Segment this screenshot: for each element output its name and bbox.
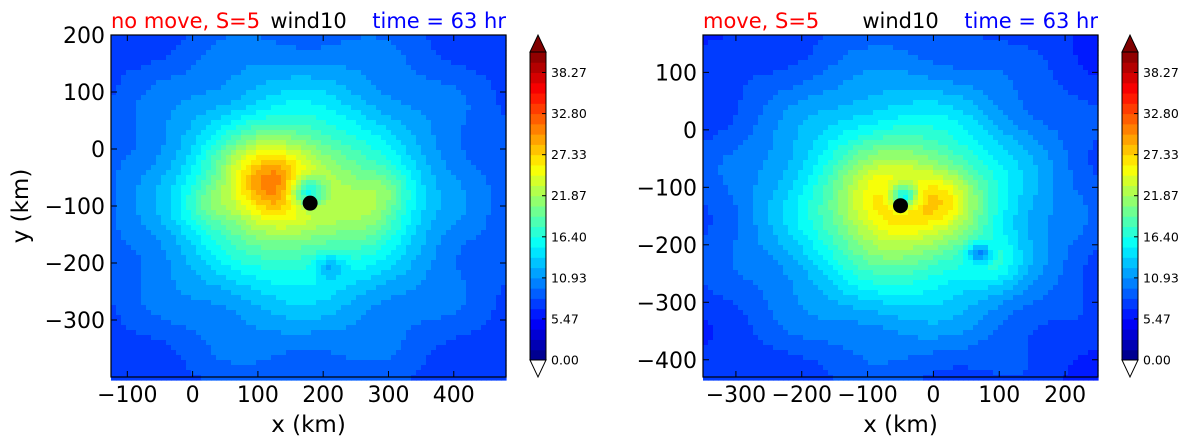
- panel1-xtick-label: 400: [433, 383, 475, 408]
- panel1-title-left: no move, S=5: [111, 9, 260, 33]
- panel1-colorbar-min-arrow: [529, 359, 547, 379]
- panel2-xtick-label: −100: [837, 383, 897, 408]
- panel1-colorbar-frame: [529, 51, 547, 361]
- panel2-colorbar-frame: [1121, 51, 1139, 361]
- panel1-xtick-label: 300: [367, 383, 409, 408]
- panel1-xtick-label: −100: [97, 383, 157, 408]
- panel2-ytick-label: −400: [637, 349, 697, 374]
- panel1-colorbar-tick-label: 0.00: [551, 353, 579, 368]
- panel2-colorbar-tick-label: 5.47: [1143, 311, 1171, 326]
- panel1-colorbar-tick-label: 38.27: [551, 65, 587, 80]
- panel2-xtick-label: −300: [706, 383, 766, 408]
- panel2-xtick-label: −200: [772, 383, 832, 408]
- panel2-colorbar-tick-label: 32.80: [1143, 106, 1179, 121]
- panel2-xtick-label: 100: [978, 383, 1020, 408]
- panel2-colorbar-max-arrow: [1121, 33, 1139, 53]
- panel2-title-center: wind10: [862, 9, 938, 33]
- panel1-colorbar-max-arrow: [529, 33, 547, 53]
- panel2-title-left: move, S=5: [703, 9, 819, 33]
- panel2-colorbar-tick-label: 16.40: [1143, 229, 1179, 244]
- panel1-title-center: wind10: [270, 9, 346, 33]
- panel2-colorbar-tick-label: 21.87: [1143, 188, 1179, 203]
- panel2-ytick-label: −200: [637, 234, 697, 259]
- panel2-ytick-label: 100: [655, 61, 697, 86]
- panel1-wind-field: [111, 35, 507, 381]
- panel1-colorbar: [530, 52, 546, 361]
- panel2-xtick-label: 0: [926, 383, 940, 408]
- panel1-colorbar-tick-label: 16.40: [551, 229, 587, 244]
- panel1-ytick-label: 200: [63, 24, 105, 49]
- panel2-xtick-label: 200: [1044, 383, 1086, 408]
- panel1-ytick-label: −300: [45, 309, 105, 334]
- panel1-xtick-label: 0: [186, 383, 200, 408]
- panel1-colorbar-tick-label: 5.47: [551, 311, 579, 326]
- panel1-colorbar-tick-label: 27.33: [551, 147, 587, 162]
- panel2-wind-field: [703, 35, 1099, 381]
- panel1-ytick-label: −100: [45, 195, 105, 220]
- panel1-ylabel: y (km): [8, 169, 34, 244]
- panel1-colorbar-tick-label: 32.80: [551, 106, 587, 121]
- panel1-colorbar-tick-label: 10.93: [551, 270, 587, 285]
- panel1-storm-center-marker: [302, 195, 318, 211]
- panel2-storm-center-marker: [893, 198, 908, 214]
- panel1-colorbar-tick-label: 21.87: [551, 188, 587, 203]
- panel2-frame: [702, 34, 1099, 378]
- panel1-ytick-label: −200: [45, 252, 105, 277]
- panel2-ytick-label: −100: [637, 176, 697, 201]
- panel1-xtick-label: 100: [237, 383, 279, 408]
- panel1-title-right: time = 63 hr: [372, 9, 506, 33]
- panel1-xlabel: x (km): [271, 412, 346, 438]
- panel2-colorbar-min-arrow: [1121, 359, 1139, 379]
- panel2-colorbar-tick-label: 10.93: [1143, 270, 1179, 285]
- panel2-ytick-label: −300: [637, 291, 697, 316]
- panel1-xtick-label: 200: [302, 383, 344, 408]
- panel2-colorbar: [1122, 52, 1138, 361]
- panel2-colorbar-tick-label: 0.00: [1143, 353, 1171, 368]
- panel1-ytick-label: 0: [91, 138, 105, 163]
- panel2-colorbar-tick-label: 27.33: [1143, 147, 1179, 162]
- panel1-ytick-label: 100: [63, 81, 105, 106]
- panel2-title-right: time = 63 hr: [964, 9, 1098, 33]
- panel2-xlabel: x (km): [863, 412, 938, 438]
- panel2-colorbar-tick-label: 38.27: [1143, 65, 1179, 80]
- panel2-ytick-label: 0: [683, 119, 697, 144]
